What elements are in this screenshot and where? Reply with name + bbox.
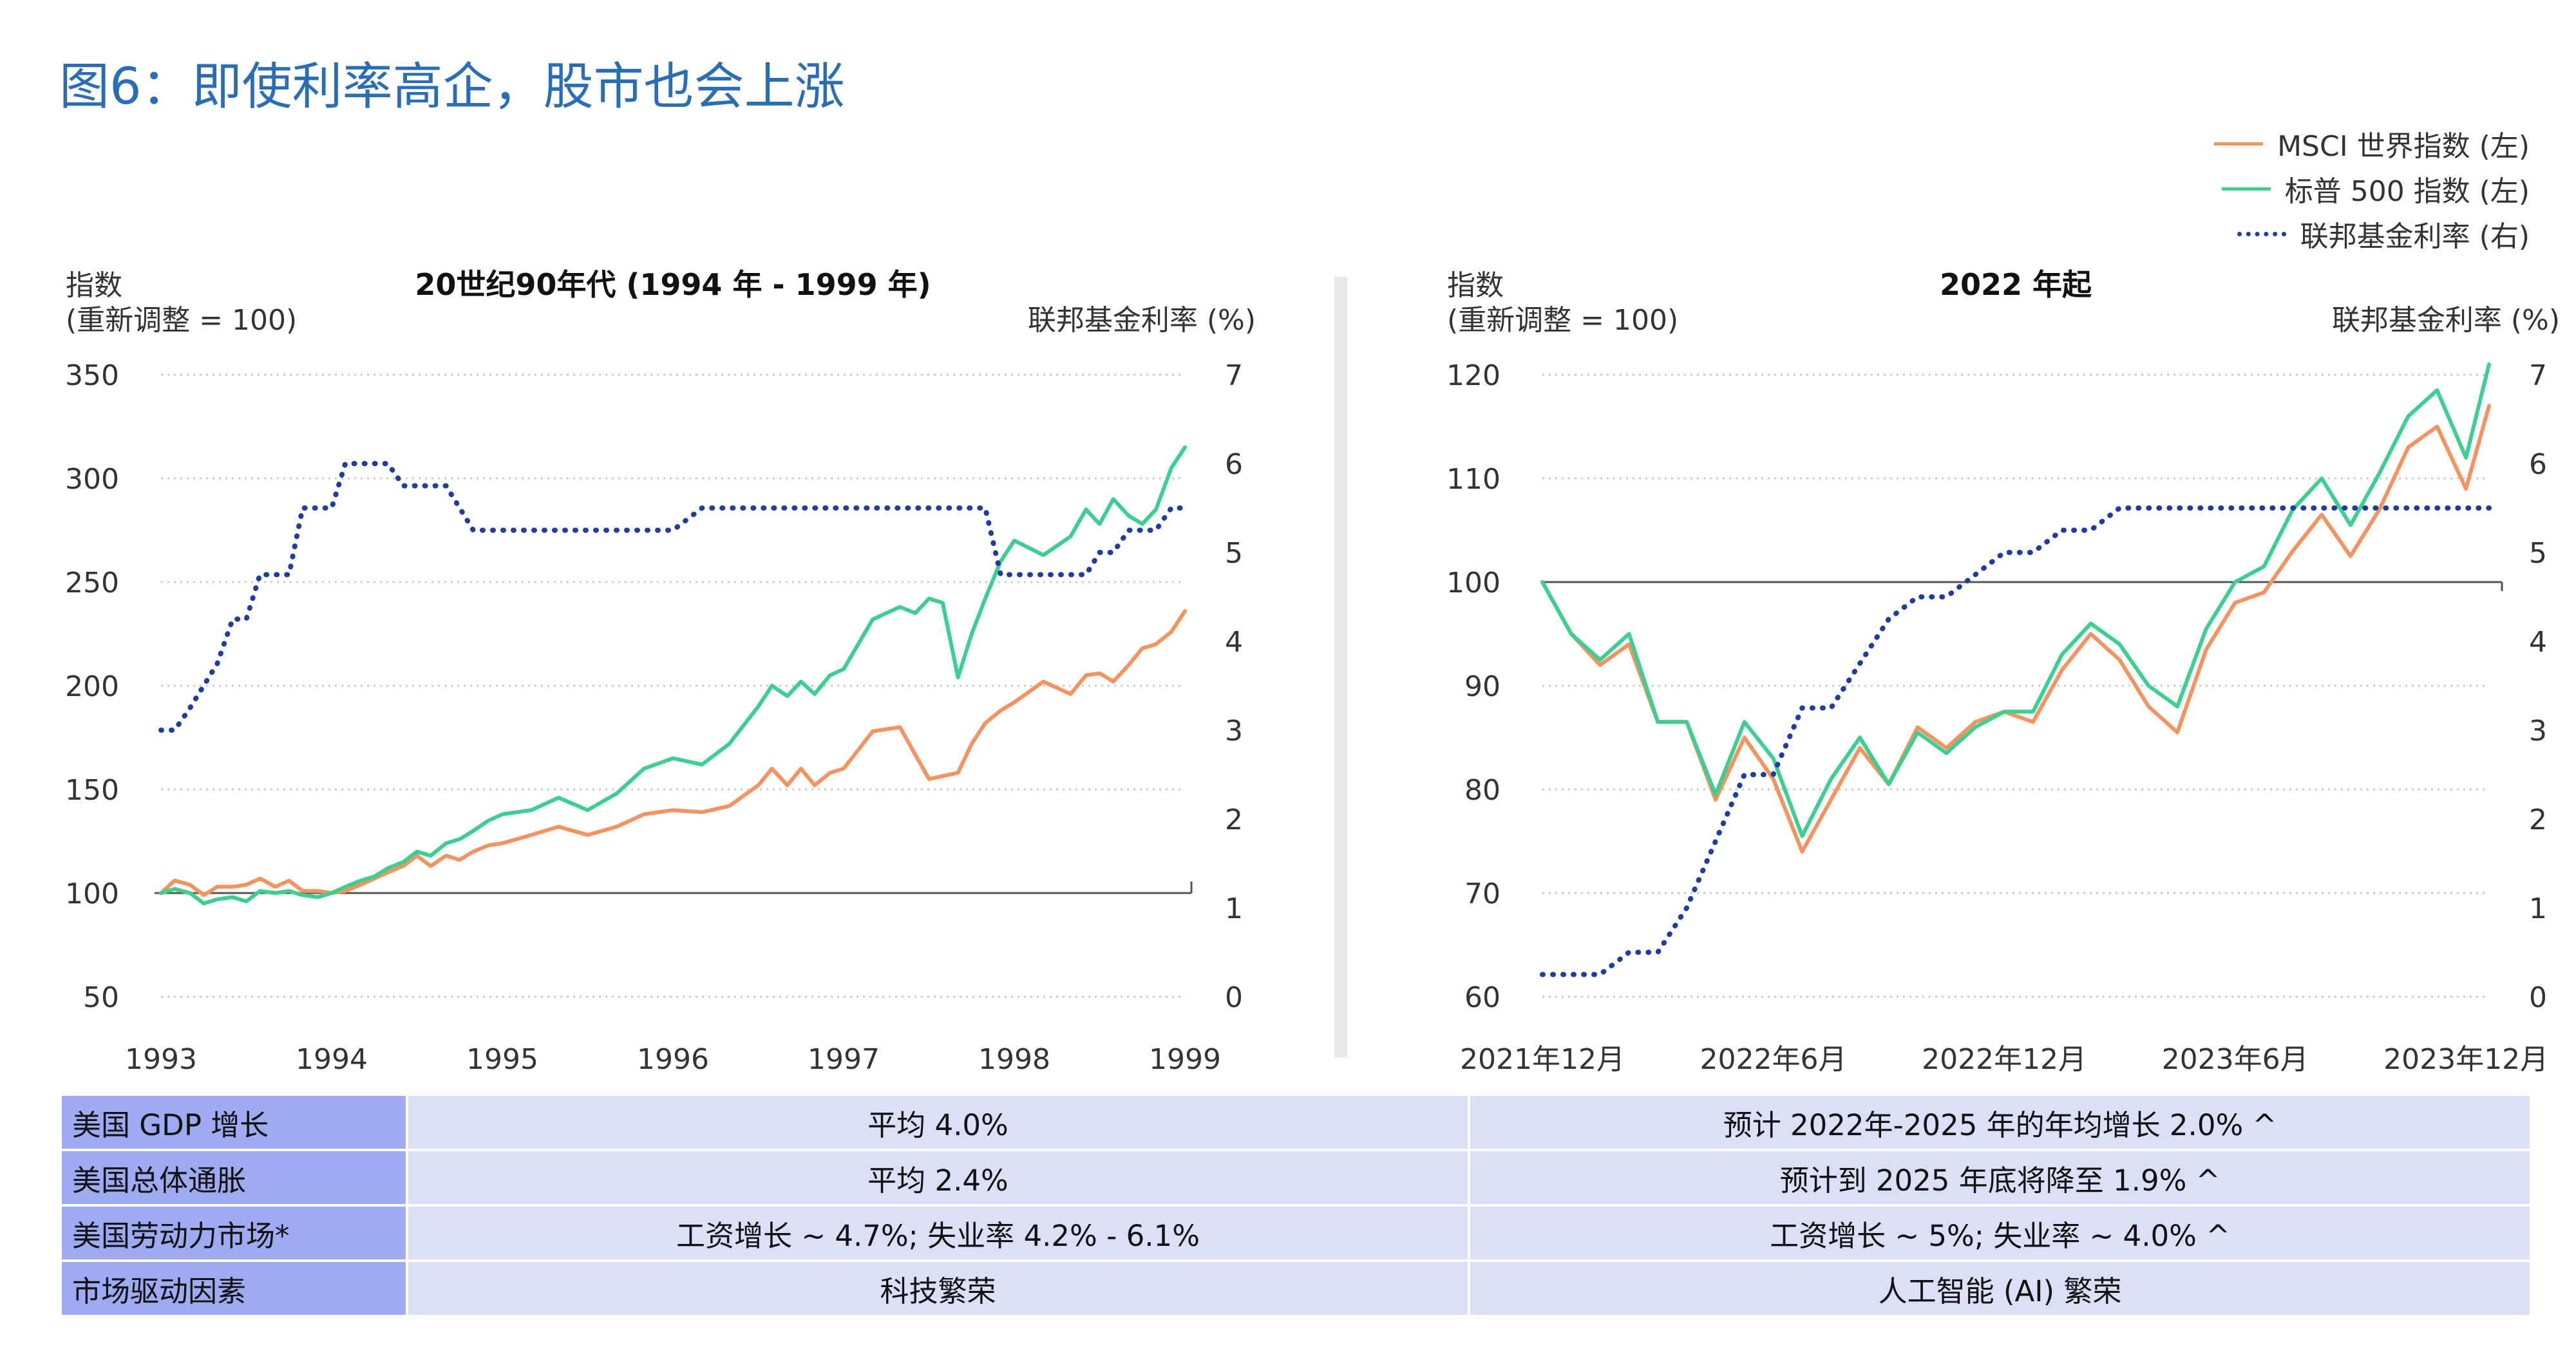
- legend-label-fed-funds: 联邦基金利率 (右): [2300, 220, 2530, 253]
- legend: MSCI 世界指数 (左) 标普 500 指数 (左) 联邦基金利率 (右): [2214, 121, 2530, 256]
- y-tick-label-left: 100: [65, 878, 119, 910]
- y-tick-label-left: 80: [1464, 774, 1501, 807]
- y-tick-label-right: 4: [1225, 626, 1243, 659]
- cell-2022: 工资增长 ~ 5%; 失业率 ~ 4.0% ^: [1468, 1204, 2532, 1262]
- page-title: 图6：即使利率高企，股市也会上涨: [59, 58, 845, 116]
- y-tick-label-right: 5: [2529, 537, 2547, 570]
- y-axis-label-left: (重新调整 = 100): [1447, 304, 1678, 337]
- fed-funds-line: [158, 461, 1188, 733]
- table-row: 美国 GDP 增长 平均 4.0% 预计 2022年-2025 年的年均增长 2…: [59, 1093, 2532, 1151]
- y-tick-label-right: 0: [1225, 981, 1243, 1014]
- legend-item-sp500: 标普 500 指数 (左): [2214, 166, 2530, 211]
- y-tick-label-right: 5: [1225, 537, 1243, 570]
- legend-swatch-msci: [2214, 142, 2264, 146]
- cell-2022: 预计 2022年-2025 年的年均增长 2.0% ^: [1468, 1093, 2532, 1151]
- y-tick-label-left: 60: [1464, 981, 1501, 1014]
- y-axis-label-right: 联邦基金利率 (%): [2332, 304, 2560, 337]
- y-tick-label-right: 2: [2529, 804, 2547, 836]
- table-row: 市场驱动因素 科技繁荣 人工智能 (AI) 繁荣: [59, 1259, 2532, 1317]
- x-tick-label: 2023年6月: [2162, 1043, 2309, 1076]
- x-tick-label: 1995: [466, 1043, 538, 1076]
- table-row: 美国总体通胀 平均 2.4% 预计到 2025 年底将降至 1.9% ^: [59, 1149, 2532, 1207]
- y-tick-label-left: 300: [65, 463, 119, 496]
- macro-table: 美国 GDP 增长 平均 4.0% 预计 2022年-2025 年的年均增长 2…: [59, 1093, 2532, 1317]
- y-axis-label-left: 指数: [1447, 269, 1504, 302]
- y-tick-label-right: 2: [1225, 804, 1243, 836]
- legend-label-sp500: 标普 500 指数 (左): [2284, 175, 2530, 208]
- msci-line: [1540, 404, 2491, 854]
- row-label: 美国 GDP 增长: [59, 1093, 408, 1151]
- y-tick-label-left: 150: [65, 774, 119, 807]
- x-tick-label: 2022年12月: [1922, 1043, 2087, 1076]
- x-tick-label: 1993: [125, 1043, 197, 1076]
- y-tick-label-left: 250: [65, 567, 119, 599]
- legend-item-fed-funds: 联邦基金利率 (右): [2214, 211, 2530, 256]
- row-label: 美国劳动力市场*: [59, 1204, 408, 1262]
- legend-item-msci: MSCI 世界指数 (左): [2214, 121, 2530, 166]
- y-tick-label-left: 50: [83, 981, 119, 1014]
- y-tick-label-right: 6: [2529, 448, 2547, 481]
- y-tick-label-right: 7: [2529, 359, 2547, 392]
- y-tick-label-left: 90: [1464, 670, 1501, 703]
- chart-title: 20世纪90年代 (1994 年 - 1999 年): [415, 267, 931, 302]
- cell-1990s: 工资增长 ~ 4.7%; 失业率 4.2% - 6.1%: [406, 1204, 1470, 1262]
- y-tick-label-left: 350: [65, 359, 119, 392]
- y-tick-label-left: 70: [1464, 878, 1501, 910]
- msci-line: [159, 609, 1187, 898]
- y-tick-label-right: 3: [1225, 715, 1243, 748]
- fed-funds-line: [1540, 505, 2492, 977]
- legend-swatch-fed-funds: [2237, 231, 2286, 236]
- x-tick-label: 1997: [808, 1043, 880, 1076]
- y-axis-label-right: 联邦基金利率 (%): [1028, 304, 1256, 337]
- x-tick-label: 1998: [978, 1043, 1050, 1076]
- cell-1990s: 平均 2.4%: [406, 1149, 1470, 1207]
- x-tick-label: 2023年12月: [2383, 1043, 2548, 1076]
- cell-2022: 人工智能 (AI) 繁荣: [1468, 1259, 2532, 1317]
- legend-swatch-sp500: [2221, 187, 2271, 191]
- y-tick-label-right: 7: [1225, 359, 1243, 392]
- y-tick-label-left: 110: [1446, 463, 1501, 496]
- chart-panel-1990s: 20世纪90年代 (1994 年 - 1999 年) 指数(重新调整 = 100)…: [65, 267, 1256, 1076]
- x-tick-label: 1994: [296, 1043, 368, 1076]
- y-tick-label-right: 3: [2529, 715, 2547, 748]
- cell-1990s: 科技繁荣: [406, 1259, 1470, 1317]
- y-tick-label-right: 0: [2529, 981, 2547, 1014]
- x-tick-label: 1999: [1149, 1043, 1221, 1076]
- y-axis-label-left: (重新调整 = 100): [66, 304, 297, 337]
- legend-label-msci: MSCI 世界指数 (左): [2277, 130, 2530, 163]
- table-row: 美国劳动力市场* 工资增长 ~ 4.7%; 失业率 4.2% - 6.1% 工资…: [59, 1204, 2532, 1262]
- x-tick-label: 1996: [637, 1043, 709, 1076]
- row-label: 美国总体通胀: [59, 1149, 408, 1207]
- cell-2022: 预计到 2025 年底将降至 1.9% ^: [1468, 1149, 2532, 1207]
- x-tick-label: 2022年6月: [1700, 1043, 1847, 1076]
- y-tick-label-right: 1: [2529, 892, 2547, 925]
- x-tick-label: 2021年12月: [1460, 1043, 1625, 1076]
- y-tick-label-right: 6: [1225, 448, 1243, 481]
- y-tick-label-left: 200: [65, 670, 119, 703]
- sp500-line: [1540, 362, 2491, 838]
- cell-1990s: 平均 4.0%: [406, 1093, 1470, 1151]
- y-tick-label-left: 120: [1446, 359, 1501, 392]
- y-tick-label-right: 1: [1225, 892, 1243, 925]
- chart-title: 2022 年起: [1940, 267, 2092, 302]
- sp500-line: [159, 445, 1187, 906]
- charts-canvas: 20世纪90年代 (1994 年 - 1999 年)指数(重新调整 = 100)…: [65, 267, 2560, 1076]
- y-axis-label-left: 指数: [66, 269, 122, 302]
- chart-divider: [1334, 277, 1347, 1057]
- y-tick-label-right: 4: [2529, 626, 2547, 659]
- row-label: 市场驱动因素: [59, 1259, 408, 1317]
- y-tick-label-left: 100: [1446, 567, 1501, 599]
